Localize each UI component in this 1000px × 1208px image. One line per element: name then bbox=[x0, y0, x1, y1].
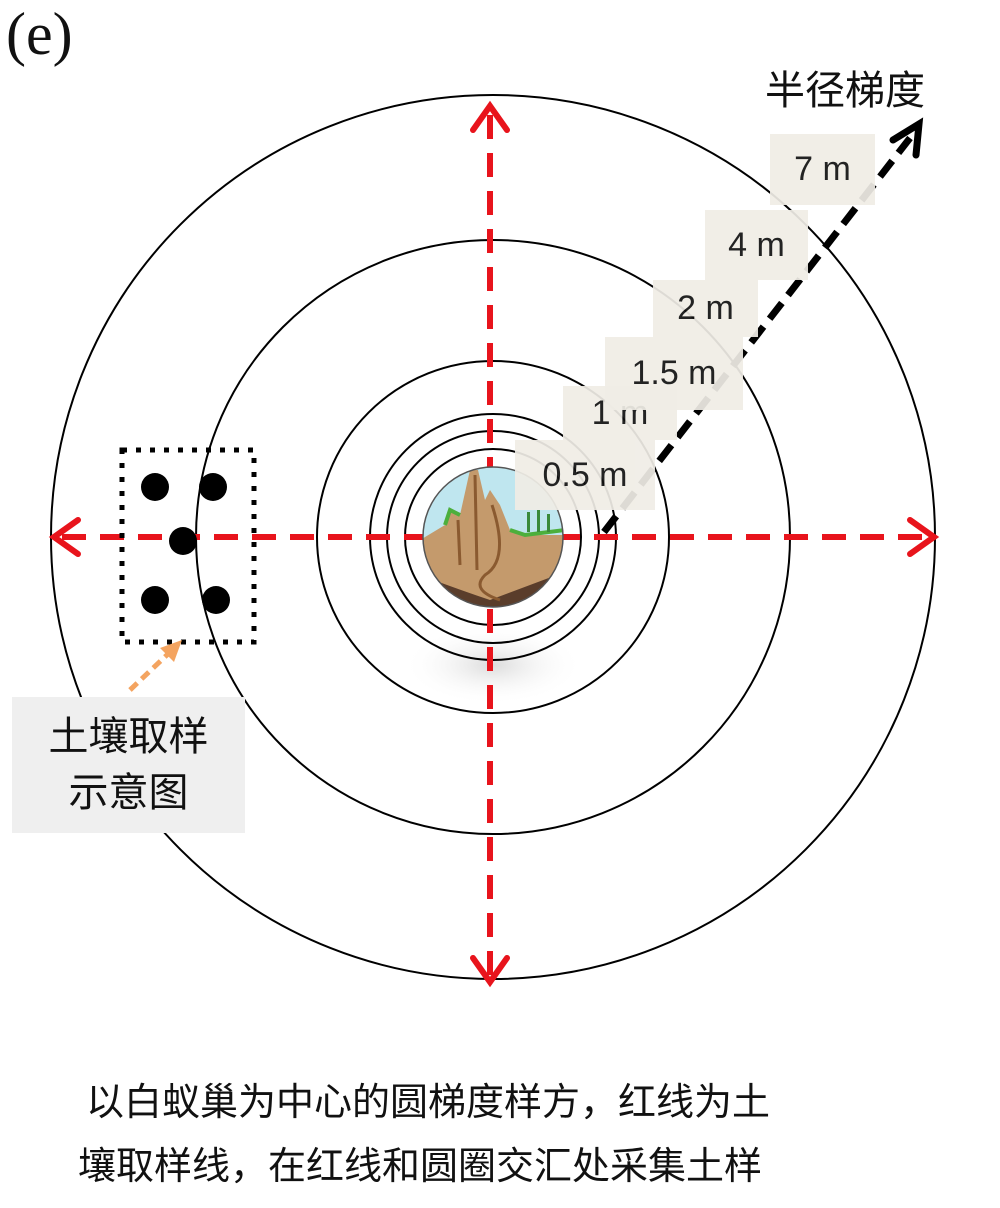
radius-label-1-5m: 1.5 m bbox=[605, 337, 743, 410]
arrowhead-down-icon bbox=[470, 955, 510, 988]
mound-outline bbox=[422, 466, 564, 608]
sampling-quadrat bbox=[119, 447, 257, 645]
gradient-arrowhead-icon bbox=[889, 117, 924, 159]
arrowhead-up-icon bbox=[470, 100, 510, 133]
sample-point bbox=[141, 586, 169, 614]
radius-label-4m: 4 m bbox=[705, 210, 808, 280]
panel-label: (e) bbox=[6, 1, 73, 67]
arrowhead-left-icon bbox=[48, 517, 81, 557]
caption-line1: 以白蚁巢为中心的圆梯度样方，红线为土 bbox=[86, 1080, 771, 1124]
sample-label-line1: 土壤取样 bbox=[48, 714, 209, 760]
sample-point bbox=[199, 473, 227, 501]
radius-label-2m: 2 m bbox=[653, 280, 758, 337]
radius-label-7m: 7 m bbox=[770, 134, 875, 205]
arrowhead-right-icon bbox=[907, 517, 940, 557]
gradient-title: 半径梯度 bbox=[765, 68, 925, 114]
sample-label-line2: 示意图 bbox=[68, 770, 189, 816]
sample-arrowhead-icon bbox=[160, 640, 182, 662]
radius-label-0-5m: 0.5 m bbox=[515, 440, 655, 510]
sample-point bbox=[169, 527, 197, 555]
sample-point bbox=[141, 473, 169, 501]
sample-label-box: 土壤取样 示意图 bbox=[12, 697, 245, 833]
sample-point bbox=[202, 586, 230, 614]
sample-pointer-arrow bbox=[128, 652, 170, 692]
caption: 以白蚁巢为中心的圆梯度样方，红线为土 壤取样线，在红线和圆圈交汇处采集土样 bbox=[78, 1070, 771, 1198]
caption-line2: 壤取样线，在红线和圆圈交汇处采集土样 bbox=[78, 1144, 763, 1188]
